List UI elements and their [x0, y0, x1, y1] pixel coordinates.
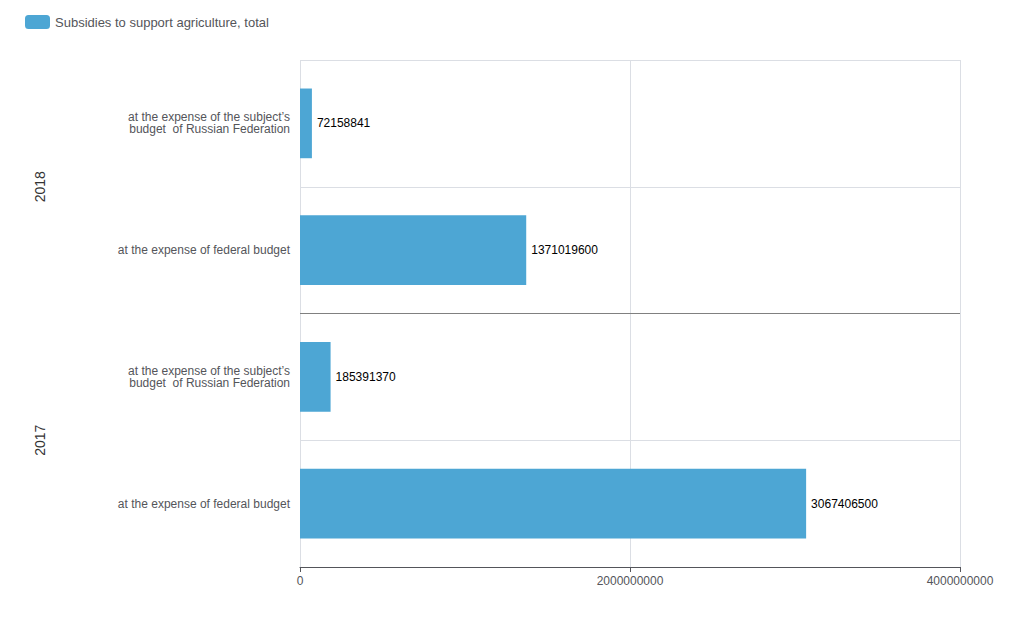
svg-text:2000000000: 2000000000 — [597, 574, 664, 588]
svg-text:72158841: 72158841 — [317, 116, 371, 130]
svg-text:budget of Russian Federation: budget of Russian Federation — [126, 122, 290, 136]
svg-text:185391370: 185391370 — [336, 370, 396, 384]
svg-text:budget of Russian Federation: budget of Russian Federation — [126, 376, 290, 390]
svg-text:2018: 2018 — [32, 171, 48, 202]
svg-text:Subsidies to support agricultu: Subsidies to support agriculture, total — [55, 15, 269, 30]
svg-text:at the expense of federal budg: at the expense of federal budget — [118, 497, 291, 511]
svg-text:4000000000: 4000000000 — [927, 574, 994, 588]
svg-text:2017: 2017 — [32, 424, 48, 455]
svg-text:3067406500: 3067406500 — [811, 497, 878, 511]
svg-text:0: 0 — [297, 574, 304, 588]
svg-text:at the expense of the subject’: at the expense of the subject’s — [128, 110, 290, 125]
svg-text:1371019600: 1371019600 — [531, 243, 598, 257]
svg-text:at the expense of federal budg: at the expense of federal budget — [118, 243, 291, 257]
svg-text:at the expense of the subject’: at the expense of the subject’s — [128, 363, 290, 378]
